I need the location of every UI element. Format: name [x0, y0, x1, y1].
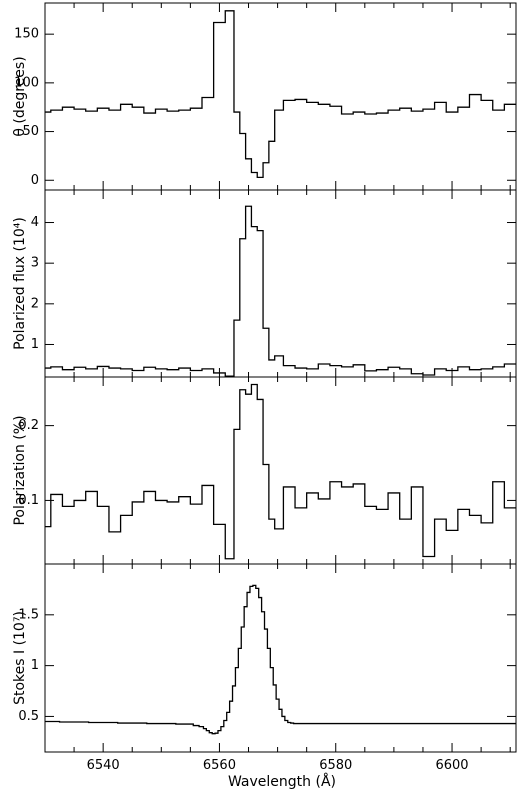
panel-frame-theta [44, 2, 517, 191]
x-tick-label: 6600 [435, 758, 468, 773]
y-tick-label-polarized-flux: 1 [31, 337, 39, 352]
y-tick-label-stokes-i: 1 [31, 658, 39, 673]
y-tick-label-polarized-flux: 2 [31, 296, 39, 311]
panel-frame-polarized-flux [44, 189, 517, 378]
x-axis-label: Wavelength (Å) [228, 773, 336, 790]
y-tick-label-polarized-flux: 3 [31, 256, 39, 271]
series-line-polarized-flux [45, 205, 516, 377]
y-tick-label-stokes-i: 0.5 [18, 709, 39, 724]
y-axis-label-polarization: Polarization (%) [12, 415, 28, 525]
panel-frame-stokes-i [44, 563, 517, 753]
series-line-stokes-i [45, 584, 516, 735]
x-tick-label: 6560 [203, 758, 236, 773]
x-tick-label: 6580 [319, 758, 352, 773]
y-tick-label-polarization: 0.1 [18, 493, 39, 508]
panel-theta: 0 50 100 150 θ (degrees) [12, 2, 517, 191]
y-axis-label-stokes-i: Stokes I (10⁷) [12, 611, 28, 705]
x-tick-label: 6540 [87, 758, 120, 773]
y-tick-label-theta: 100 [14, 75, 39, 90]
y-axis-label-polarized-flux: Polarized flux (10⁴) [12, 217, 28, 350]
y-tick-label-theta: 50 [22, 124, 39, 139]
series-line-theta [45, 10, 516, 178]
y-tick-label-polarization: 0.2 [18, 418, 39, 433]
series-line-polarization [45, 383, 516, 560]
y-tick-label-theta: 0 [31, 173, 39, 188]
y-tick-label-polarized-flux: 4 [31, 215, 39, 230]
y-tick-label-stokes-i: 1.5 [18, 607, 39, 622]
y-tick-label-theta: 150 [14, 27, 39, 42]
x-axis: Wavelength (Å) 6540 6560 6580 6600 [87, 758, 469, 790]
y-axis-label-theta: θ (degrees) [12, 56, 28, 136]
panel-frame-polarization [44, 376, 517, 565]
